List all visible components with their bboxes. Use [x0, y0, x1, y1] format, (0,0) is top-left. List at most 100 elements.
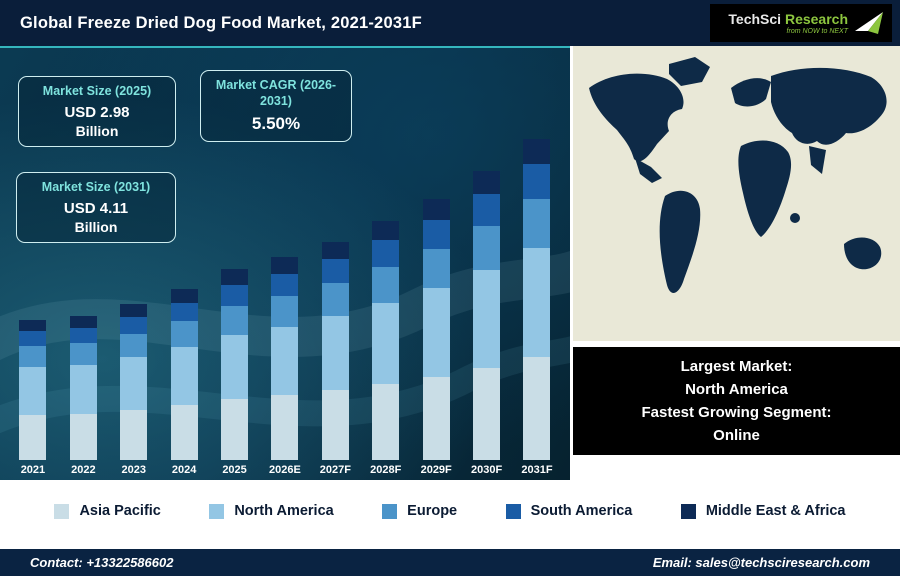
- bar-column-2024: 2024: [159, 288, 209, 476]
- bar-segment-asia-pacific: [271, 395, 299, 460]
- largest-market-label: Largest Market:: [680, 357, 793, 375]
- bar-column-2027f: 2027F: [310, 241, 360, 476]
- techsci-logo: TechSci Research from NOW to NEXT: [710, 4, 892, 42]
- bar-segment-asia-pacific: [473, 368, 501, 460]
- legend-swatch-middle-east-africa: [680, 503, 696, 519]
- bar-segment-north-america: [271, 326, 299, 396]
- bar-segment-asia-pacific: [372, 383, 400, 460]
- bar-segment-north-america: [372, 302, 400, 384]
- stacked-bar-2027f: [321, 241, 349, 460]
- market-cagr-box: Market CAGR (2026-2031) 5.50%: [200, 70, 352, 143]
- world-map: [573, 46, 900, 341]
- legend-item-europe: Europe: [382, 503, 457, 519]
- bar-segment-europe: [321, 282, 349, 316]
- year-label-2021: 2021: [20, 464, 46, 476]
- chart-legend: Asia Pacific North America Europe South Ame…: [0, 487, 900, 535]
- bar-segment-europe: [372, 266, 400, 303]
- bar-segment-europe: [271, 296, 299, 327]
- year-label-2025: 2025: [222, 464, 247, 476]
- bar-column-2031f: 2031F: [512, 139, 562, 476]
- year-label-2024: 2024: [171, 464, 197, 476]
- market-size-2025-box: Market Size (2025) USD 2.98 Billion: [18, 76, 176, 147]
- bar-segment-south-america: [170, 302, 198, 322]
- market-cagr-label: Market CAGR (2026-2031): [215, 78, 337, 108]
- paper-plane-icon: [855, 12, 883, 34]
- legend-swatch-north-america: [209, 503, 225, 519]
- year-label-2030f: 2030F: [470, 464, 503, 476]
- market-size-2031-value: USD 4.11: [63, 199, 129, 217]
- stacked-bar-2022: [69, 315, 97, 460]
- bar-segment-asia-pacific: [523, 357, 551, 460]
- market-size-2031-unit: Billion: [74, 218, 118, 235]
- bar-segment-europe: [473, 226, 501, 270]
- bar-segment-south-america: [120, 316, 148, 334]
- fastest-segment-label: Fastest Growing Segment:: [641, 404, 832, 421]
- bar-segment-middle-east-africa: [523, 139, 551, 165]
- bar-column-2029f: 2029F: [411, 198, 461, 476]
- bar-segment-north-america: [221, 334, 249, 400]
- bar-segment-south-america: [221, 284, 249, 306]
- logo-text: TechSci Research from NOW to NEXT: [728, 11, 848, 35]
- stacked-bar-2024: [170, 288, 198, 460]
- bar-column-2021: 2021: [8, 319, 58, 476]
- footer-bar: Contact: +13322586602 Email: sales@techs…: [0, 549, 900, 576]
- bar-segment-north-america: [422, 287, 450, 377]
- bar-segment-europe: [19, 346, 47, 368]
- bar-segment-asia-pacific: [19, 414, 47, 460]
- bar-segment-europe: [523, 199, 551, 248]
- stacked-bar-2028f: [372, 221, 400, 460]
- bar-column-2026e: 2026E: [260, 257, 310, 476]
- legend-label-middle-east-africa: Middle East & Africa: [705, 503, 846, 519]
- year-label-2028f: 2028F: [370, 464, 402, 476]
- bar-segment-north-america: [321, 315, 349, 390]
- stacked-bar-2023: [120, 304, 148, 460]
- largest-market-value: North America: [685, 380, 788, 398]
- bar-segment-middle-east-africa: [321, 241, 349, 259]
- legend-item-north-america: North America: [209, 503, 334, 519]
- bar-segment-south-america: [372, 240, 400, 267]
- bar-column-2025: 2025: [210, 268, 260, 476]
- stacked-bar-2021: [19, 319, 47, 460]
- legend-swatch-asia-pacific: [54, 503, 70, 519]
- market-size-2031-label: Market Size (2031): [41, 180, 151, 194]
- bar-chart: 2021 2022 2023 2024 2025 2026E 2027F 2028F 2029F…: [8, 139, 562, 476]
- bar-segment-north-america: [170, 346, 198, 406]
- logo-brand-tech: TechSci: [728, 11, 782, 27]
- bar-segment-asia-pacific: [69, 414, 97, 460]
- bar-segment-middle-east-africa: [69, 315, 97, 328]
- stacked-bar-2025: [221, 268, 249, 460]
- bar-segment-europe: [221, 305, 249, 335]
- legend-item-middle-east-africa: Middle East & Africa: [680, 503, 846, 519]
- bar-segment-north-america: [120, 357, 148, 411]
- bar-segment-europe: [120, 333, 148, 358]
- market-highlight-box: Largest Market: North America Fastest Gr…: [573, 347, 900, 455]
- stacked-bar-2026e: [271, 257, 299, 460]
- bar-segment-europe: [69, 343, 97, 365]
- bar-segment-middle-east-africa: [271, 257, 299, 274]
- header: Global Freeze Dried Dog Food Market, 202…: [0, 0, 900, 46]
- bar-segment-north-america: [523, 247, 551, 357]
- year-label-2029f: 2029F: [420, 464, 452, 476]
- legend-label-asia-pacific: Asia Pacific: [79, 503, 161, 519]
- bar-segment-south-america: [69, 327, 97, 344]
- bar-segment-north-america: [473, 269, 501, 368]
- logo-brand: TechSci Research: [728, 11, 848, 27]
- stacked-bar-2029f: [422, 198, 450, 460]
- year-label-2022: 2022: [71, 464, 96, 476]
- market-size-2025-label: Market Size (2025): [42, 84, 152, 98]
- bar-segment-south-america: [19, 330, 47, 347]
- bar-segment-asia-pacific: [321, 389, 349, 460]
- bar-column-2022: 2022: [58, 315, 108, 476]
- bar-segment-middle-east-africa: [221, 268, 249, 285]
- bar-segment-europe: [422, 248, 450, 288]
- legend-swatch-south-america: [505, 503, 521, 519]
- bar-segment-middle-east-africa: [19, 319, 47, 331]
- bar-column-2028f: 2028F: [361, 221, 411, 476]
- year-label-2027f: 2027F: [319, 464, 351, 476]
- contact-email: Email: sales@techsciresearch.com: [652, 555, 870, 570]
- stacked-bar-2030f: [473, 170, 501, 460]
- logo-brand-research: Research: [781, 11, 848, 27]
- bar-segment-middle-east-africa: [473, 170, 501, 195]
- bar-segment-asia-pacific: [120, 410, 148, 460]
